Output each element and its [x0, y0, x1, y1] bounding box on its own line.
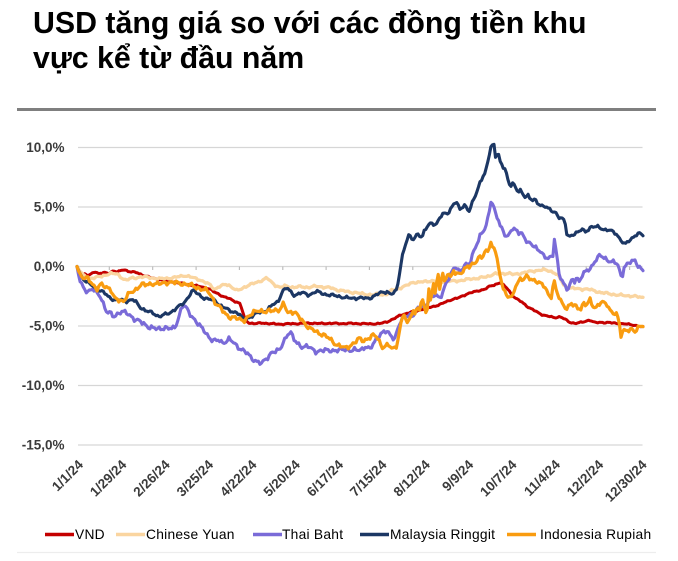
svg-text:1/29/24: 1/29/24 — [87, 457, 130, 500]
svg-text:5/20/24: 5/20/24 — [260, 457, 303, 500]
svg-text:4/22/24: 4/22/24 — [217, 457, 260, 500]
svg-text:2/26/24: 2/26/24 — [130, 457, 173, 500]
svg-text:VND: VND — [75, 527, 105, 542]
svg-text:0,0%: 0,0% — [34, 259, 65, 274]
svg-text:-10,0%: -10,0% — [22, 378, 65, 393]
svg-text:Malaysia Ringgit: Malaysia Ringgit — [390, 527, 495, 542]
svg-text:11/4/24: 11/4/24 — [521, 457, 563, 499]
svg-text:9/9/24: 9/9/24 — [439, 457, 476, 494]
svg-text:6/17/24: 6/17/24 — [304, 457, 347, 500]
svg-text:Indonesia Rupiah: Indonesia Rupiah — [540, 527, 651, 542]
svg-text:10,0%: 10,0% — [26, 140, 64, 155]
svg-text:10/7/24: 10/7/24 — [477, 457, 520, 500]
svg-text:1/1/24: 1/1/24 — [49, 457, 86, 494]
svg-text:12/2/24: 12/2/24 — [564, 457, 607, 500]
svg-text:3/25/24: 3/25/24 — [174, 457, 217, 500]
svg-text:Thai Baht: Thai Baht — [282, 527, 343, 542]
svg-text:-15,0%: -15,0% — [22, 438, 65, 453]
svg-text:-5,0%: -5,0% — [29, 319, 64, 334]
svg-text:Chinese Yuan: Chinese Yuan — [146, 527, 235, 542]
svg-text:5,0%: 5,0% — [34, 200, 65, 215]
svg-text:7/15/24: 7/15/24 — [347, 457, 390, 500]
svg-text:12/30/24: 12/30/24 — [602, 457, 650, 505]
svg-text:8/12/24: 8/12/24 — [390, 457, 433, 500]
